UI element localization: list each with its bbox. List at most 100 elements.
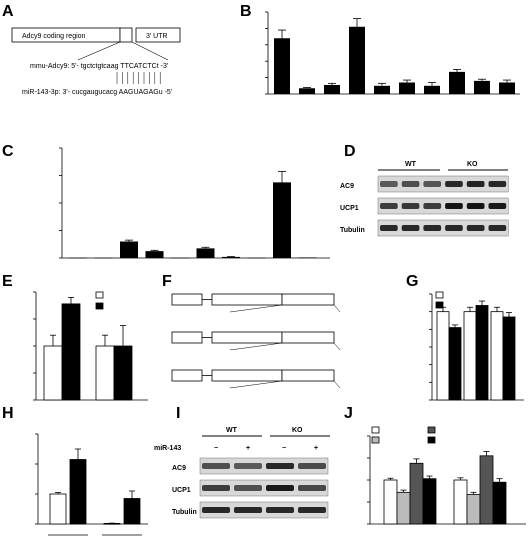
f-luciferase-box-0 xyxy=(211,293,283,306)
f-luciferase-box-2 xyxy=(211,369,283,382)
blot-d-band-r1-l2 xyxy=(423,203,442,209)
chart-e-legend-swatch-0 xyxy=(95,291,104,299)
blot-i xyxy=(199,457,329,519)
chart-j-bar-ac9-1 xyxy=(396,491,411,525)
panel-h: H xyxy=(2,405,148,536)
blot-i-band-r1-l2 xyxy=(266,485,294,491)
panel-d-label: D xyxy=(344,143,356,160)
blot-d-row-ucp1: UCP1 xyxy=(340,205,359,212)
chart-b-bar-ewat xyxy=(324,84,340,94)
chart-j xyxy=(367,426,526,525)
chart-j-legend-swatch-1 xyxy=(371,436,380,444)
blot-d-band-r2-l4 xyxy=(466,225,485,231)
blot-i-band-r2-l3 xyxy=(298,507,326,513)
chart-g-bar-mut-0 xyxy=(463,311,477,401)
chart-b-bar-muscle xyxy=(349,26,365,94)
panel-b-label: B xyxy=(240,3,252,20)
chart-b-bar-thymus xyxy=(499,82,515,94)
construct-diagrams xyxy=(171,293,341,389)
blot-i-band-r0-l3 xyxy=(298,463,326,469)
chart-g-bar-mut-1 xyxy=(475,305,489,401)
chart-c-bar-ac10 xyxy=(298,257,317,259)
blot-i-band-r0-l2 xyxy=(266,463,294,469)
chart-g-legend-swatch-0 xyxy=(435,291,444,299)
blot-i-sign-1: − xyxy=(214,445,218,452)
blot-d-row-tubulin: Tubulin xyxy=(340,227,365,234)
f-zoom-right-1 xyxy=(333,342,341,351)
panel-a: A Adcy9 coding region 3' UTR mmu-Adcy9: … xyxy=(2,3,181,96)
panel-d: D WT KO AC9 UCP1 Tubulin xyxy=(340,143,509,237)
blot-i-band-r2-l1 xyxy=(234,507,262,513)
chart-b-bar-spleen xyxy=(424,85,440,94)
blot-i-band-r1-l3 xyxy=(298,485,326,491)
chart-e-bar-ac9-1 xyxy=(61,303,81,401)
chart-g-bar-wt-1 xyxy=(448,327,462,401)
blot-i-row-ucp1: UCP1 xyxy=(172,487,191,494)
blot-d-band-r2-l1 xyxy=(401,225,420,231)
panel-g-label: G xyxy=(406,273,418,290)
blot-i-membrane-row-2 xyxy=(199,501,329,519)
chart-b-bar-heart xyxy=(374,85,390,94)
chart-b xyxy=(265,11,520,95)
blot-d-band-r0-l1 xyxy=(401,181,420,187)
blot-d-band-r1-l0 xyxy=(380,203,398,209)
panel-c: C xyxy=(2,143,330,259)
chart-g xyxy=(429,291,524,401)
f-sv40-box-1 xyxy=(171,331,203,344)
chart-g-bar-del-1 xyxy=(502,316,516,401)
blot-i-band-r0-l1 xyxy=(234,463,262,469)
chart-g-legend-swatch-1 xyxy=(435,301,444,309)
panel-e: E xyxy=(2,273,148,401)
coding-region-label: Adcy9 coding region xyxy=(22,33,86,40)
panel-f-label: F xyxy=(162,273,172,290)
blot-d-band-r2-l2 xyxy=(423,225,442,231)
utr-gap-box xyxy=(119,27,133,43)
blot-i-band-r1-l1 xyxy=(234,485,262,491)
f-zoom-right-0 xyxy=(333,304,341,313)
f-third-box-2 xyxy=(281,369,335,382)
chart-j-bar-ucp1-1 xyxy=(466,494,481,525)
blot-d-band-r1-l4 xyxy=(466,203,485,209)
f-zoom-left-1 xyxy=(229,342,283,351)
chart-j-bar-ac9-2 xyxy=(409,462,424,525)
chart-b-bar-lung xyxy=(449,71,465,94)
chart-c-bar-ac2 xyxy=(94,257,113,259)
blot-d-band-r0-l5 xyxy=(488,181,507,187)
chart-j-legend-swatch-2 xyxy=(427,426,436,434)
chart-c xyxy=(59,147,330,259)
blot-d-wt-label: WT xyxy=(405,161,417,168)
blot-i-row-ac9: AC9 xyxy=(172,465,186,472)
blot-i-sign-2: + xyxy=(246,445,250,452)
f-third-box-0 xyxy=(281,293,335,306)
blot-d-band-r1-l1 xyxy=(401,203,420,209)
chart-j-bar-ucp1-2 xyxy=(479,455,494,525)
mir143-sequence: miR-143-3p: 3'- cucgaugucacg AAGUAGAGu -… xyxy=(22,89,172,96)
chart-c-bar-ac4 xyxy=(145,251,164,258)
zoom-line-right xyxy=(131,41,169,61)
chart-e-bar-ac9-0 xyxy=(43,345,63,401)
blot-i-sign-4: + xyxy=(314,445,318,452)
blot-i-band-r0-l0 xyxy=(202,463,230,469)
f-zoom-left-2 xyxy=(229,380,283,389)
utr-label: 3' UTR xyxy=(146,33,168,40)
panel-i-label: I xyxy=(176,405,180,422)
blot-d-band-r2-l5 xyxy=(488,225,507,231)
blot-d xyxy=(377,175,509,237)
blot-i-wt-label: WT xyxy=(226,427,238,434)
panel-b: B xyxy=(240,3,520,95)
blot-d-band-r0-l0 xyxy=(380,181,398,187)
blot-i-mir-label: miR-143 xyxy=(154,445,181,452)
blot-d-band-r0-l4 xyxy=(466,181,485,187)
chart-c-bar-ac7 xyxy=(222,256,240,258)
blot-d-membrane-row-1 xyxy=(377,197,509,215)
zoom-line-left xyxy=(77,41,121,61)
blot-d-band-r1-l5 xyxy=(488,203,507,209)
chart-h-bar-1 xyxy=(69,459,87,525)
chart-g-bar-del-0 xyxy=(490,311,504,401)
base-pairing-lines xyxy=(116,72,161,84)
blot-i-band-r2-l2 xyxy=(266,507,294,513)
f-third-box-1 xyxy=(281,331,335,344)
blot-d-band-r2-l3 xyxy=(445,225,463,231)
blot-d-band-r2-l0 xyxy=(380,225,398,231)
